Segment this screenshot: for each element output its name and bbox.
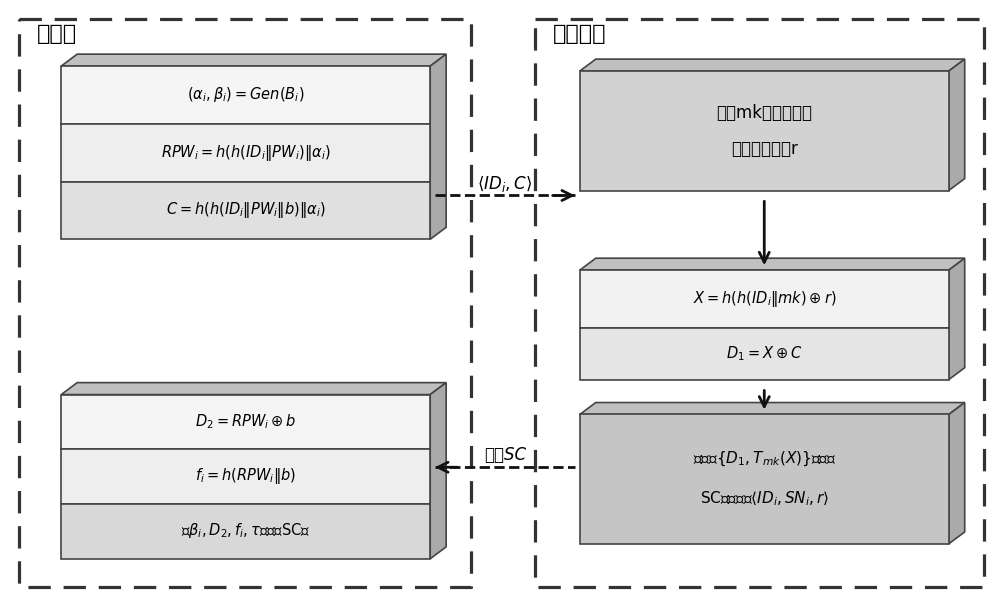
Text: 用户端: 用户端	[37, 24, 77, 44]
Text: 选择mk作为主密钥: 选择mk作为主密钥	[716, 104, 812, 122]
Text: 将参数$\{D_1, T_{mk}(X)\}$嵌入到: 将参数$\{D_1, T_{mk}(X)\}$嵌入到	[693, 450, 836, 469]
Bar	[61, 66, 430, 124]
Bar	[61, 124, 430, 182]
Text: 服务器端: 服务器端	[553, 24, 606, 44]
Text: $C = h\left(h\left(ID_i \| PW_i \| b\right) \| \alpha_i\right)$: $C = h\left(h\left(ID_i \| PW_i \| b\rig…	[166, 201, 326, 220]
Polygon shape	[430, 54, 446, 239]
Polygon shape	[61, 54, 446, 66]
Polygon shape	[61, 382, 446, 394]
Text: SC中并存储$\langle ID_i, SN_i, r\rangle$: SC中并存储$\langle ID_i, SN_i, r\rangle$	[700, 490, 829, 509]
Text: $(\alpha_i, \beta_i) = Gen(B_i)$: $(\alpha_i, \beta_i) = Gen(B_i)$	[187, 85, 304, 104]
Bar	[580, 414, 949, 544]
Bar	[580, 71, 949, 190]
Text: $RPW_i = h\left(h\left(ID_i \| PW_i\right) \| \alpha_i\right)$: $RPW_i = h\left(h\left(ID_i \| PW_i\righ…	[161, 143, 331, 162]
Text: $f_i = h\left(RPW_i \| b\right)$: $f_i = h\left(RPW_i \| b\right)$	[195, 466, 296, 486]
Polygon shape	[949, 258, 965, 380]
Polygon shape	[580, 402, 965, 414]
Text: $D_2 = RPW_i \oplus b$: $D_2 = RPW_i \oplus b$	[195, 412, 296, 431]
Bar	[61, 182, 430, 239]
Polygon shape	[949, 59, 965, 190]
Text: 颁发SC: 颁发SC	[484, 446, 526, 464]
Text: $D_1 = X \oplus C$: $D_1 = X \oplus C$	[726, 344, 802, 363]
Polygon shape	[949, 402, 965, 544]
Bar	[580, 270, 949, 328]
Polygon shape	[580, 258, 965, 270]
Text: 并选择随机数r: 并选择随机数r	[731, 140, 798, 158]
Polygon shape	[430, 382, 446, 559]
Bar	[61, 504, 430, 559]
Polygon shape	[580, 59, 965, 71]
Text: $X = h\left(h\left(ID_i \| mk\right) \oplus r\right)$: $X = h\left(h\left(ID_i \| mk\right) \op…	[693, 289, 836, 309]
Bar	[580, 328, 949, 380]
Text: 将$\beta_i, D_2, f_i, \tau$存储于SC中: 将$\beta_i, D_2, f_i, \tau$存储于SC中	[181, 521, 310, 541]
Bar	[61, 449, 430, 504]
Text: $\langle ID_i, C\rangle$: $\langle ID_i, C\rangle$	[477, 173, 533, 193]
Bar	[61, 394, 430, 449]
